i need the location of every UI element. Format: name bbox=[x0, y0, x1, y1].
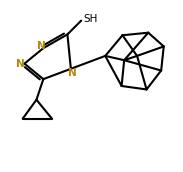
Text: SH: SH bbox=[84, 14, 98, 24]
Text: N: N bbox=[16, 59, 25, 69]
Text: N: N bbox=[68, 68, 77, 78]
Text: N: N bbox=[37, 41, 46, 51]
